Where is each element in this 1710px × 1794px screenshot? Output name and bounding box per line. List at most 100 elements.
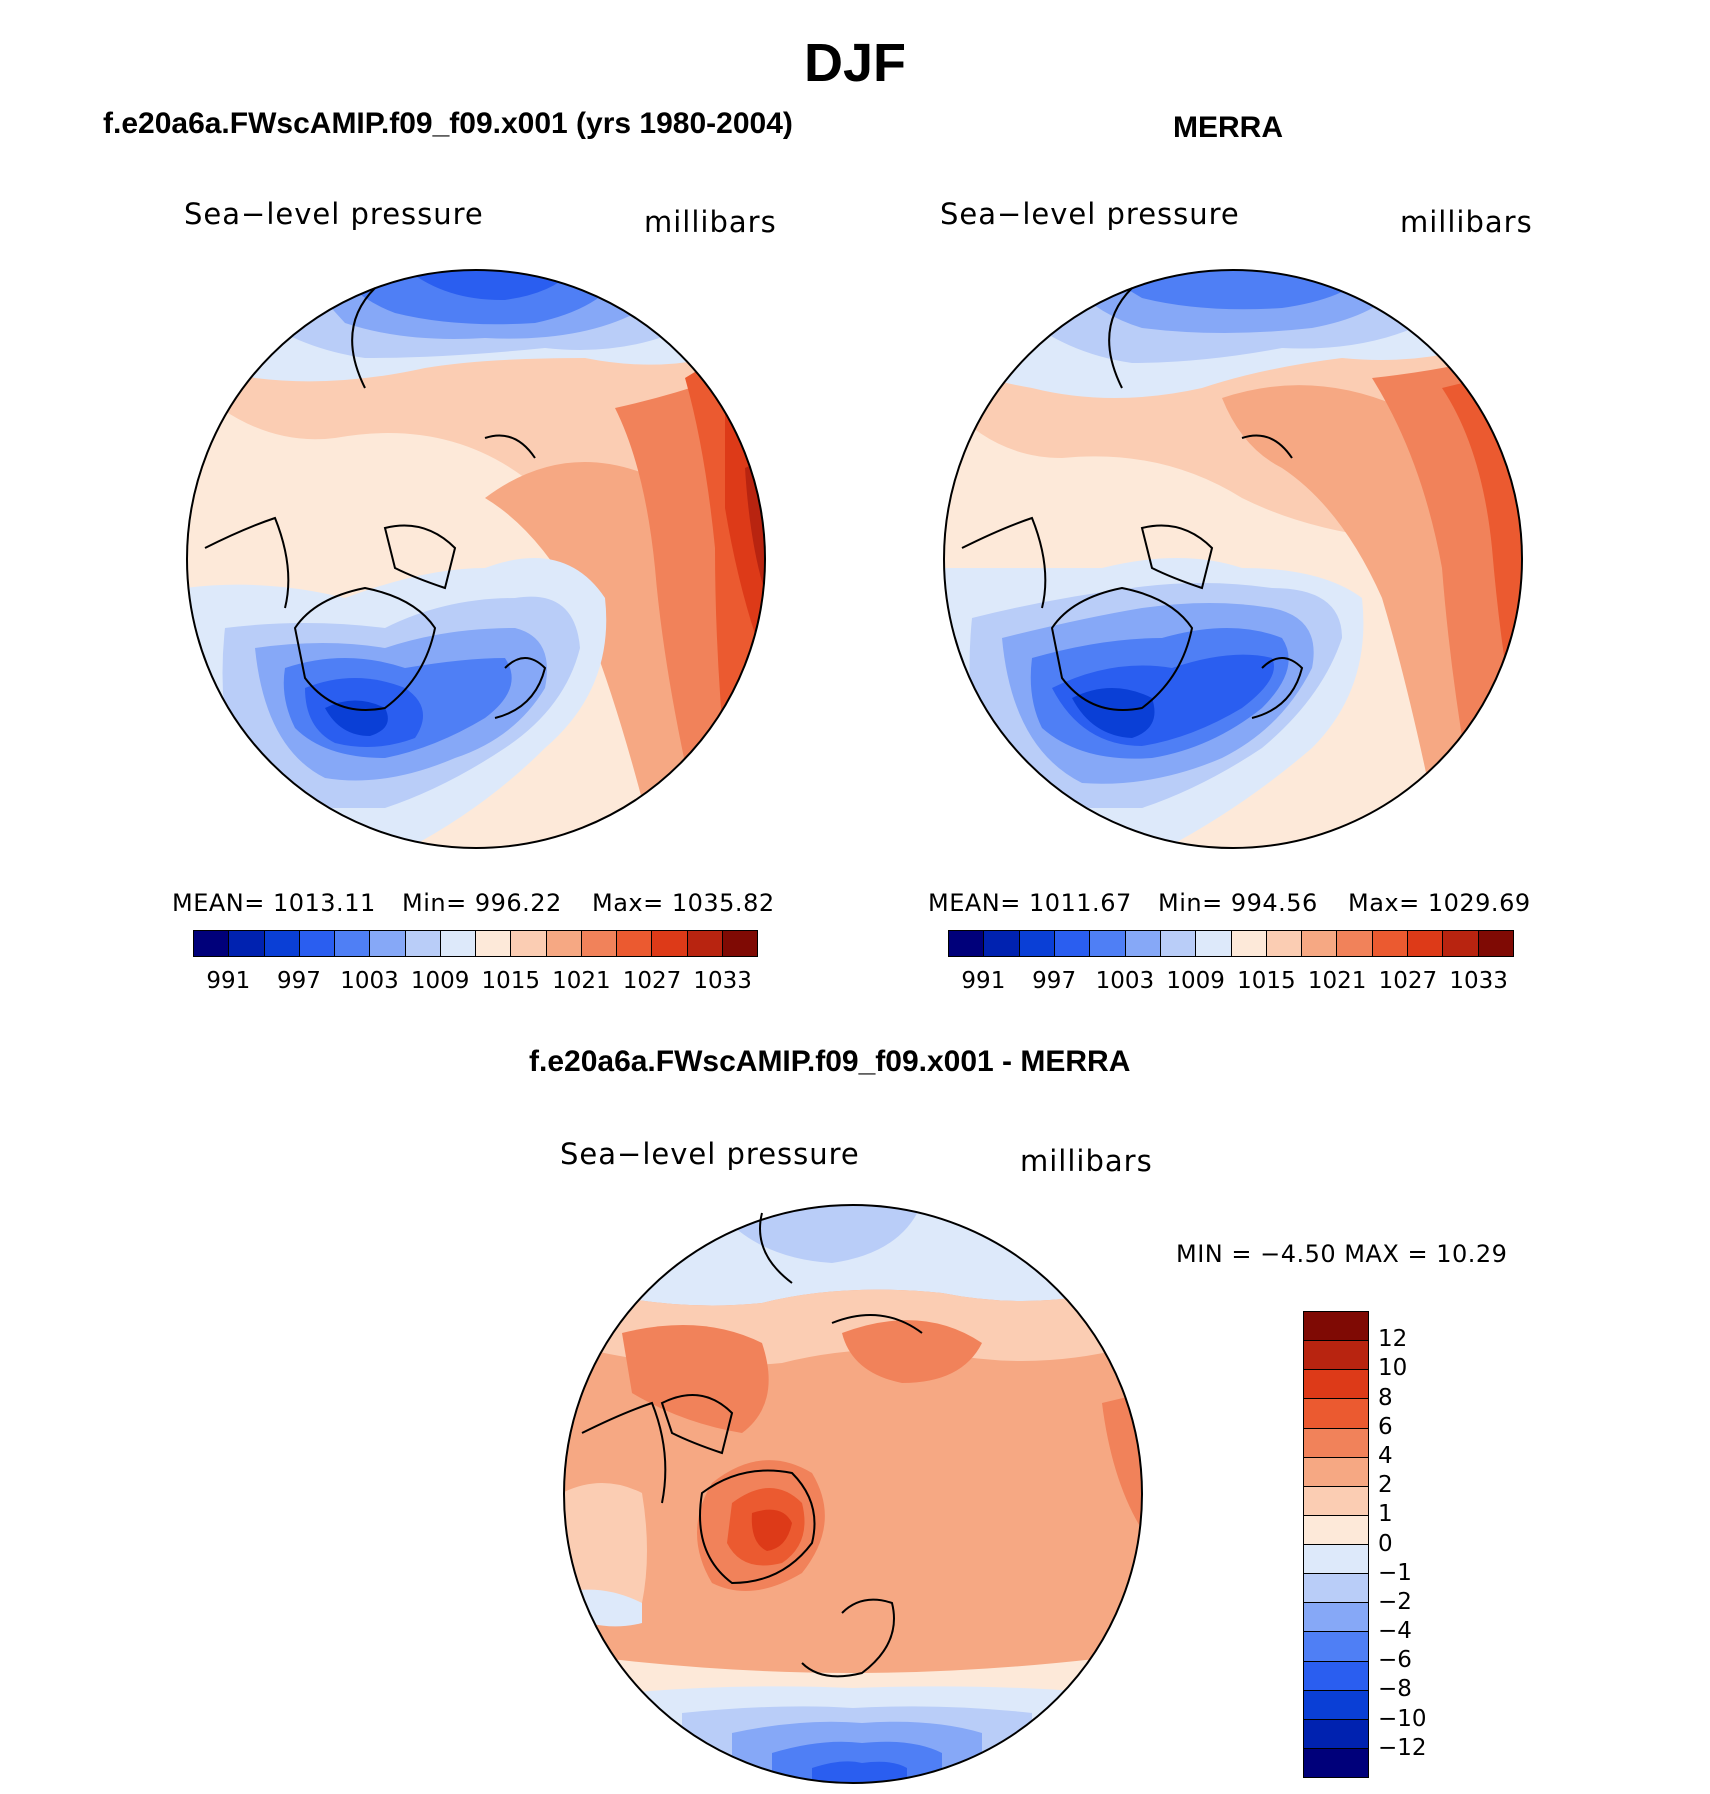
diff-colorbar-swatch (1304, 1341, 1368, 1371)
colorbar-tick-label: 997 (1032, 968, 1077, 994)
colorbar-tick-label: 4 (1378, 1442, 1393, 1469)
model-colorbar-swatch (722, 931, 757, 956)
diff-polar-map (563, 1204, 1143, 1784)
model-colorbar-swatch (476, 931, 512, 956)
model-polar-map (186, 269, 766, 849)
obs-colorbar-swatch (1054, 931, 1091, 956)
colorbar-tick-label: 1 (1378, 1501, 1393, 1528)
obs-colorbar-swatch (1443, 931, 1479, 956)
colorbar-tick-label: 1027 (1378, 968, 1438, 994)
colorbar-tick-label: −1 (1378, 1559, 1412, 1586)
colorbar-tick-label: −10 (1378, 1705, 1427, 1732)
colorbar-tick-label: 1021 (1307, 968, 1367, 994)
model-colorbar-swatch (299, 931, 335, 956)
diff-variable-label: Sea−level pressure (560, 1137, 860, 1171)
obs-colorbar-swatch (1302, 931, 1338, 956)
model-units-label: millibars (644, 205, 777, 239)
colorbar-tick-label: −12 (1378, 1734, 1427, 1761)
obs-colorbar-swatch (984, 931, 1020, 956)
colorbar-tick-label: 6 (1378, 1413, 1393, 1440)
model-colorbar-swatch (581, 931, 617, 956)
obs-polar-map (943, 269, 1523, 849)
colorbar-tick-label: 1027 (622, 968, 682, 994)
obs-colorbar-swatch (1372, 931, 1409, 956)
colorbar-tick-label: 1033 (1449, 968, 1508, 994)
colorbar-tick-label: 1021 (552, 968, 611, 994)
colorbar-tick-label: 997 (276, 968, 321, 994)
colorbar-tick-label: 10 (1378, 1355, 1408, 1382)
colorbar-tick-label: 2 (1378, 1472, 1393, 1499)
colorbar-tick-label: 0 (1378, 1530, 1393, 1557)
colorbar-tick-label: 8 (1378, 1384, 1393, 1411)
diff-colorbar-swatch (1304, 1748, 1368, 1777)
obs-units-label: millibars (1400, 205, 1533, 239)
colorbar-tick-label: 1003 (340, 968, 399, 994)
obs-variable-label: Sea−level pressure (940, 197, 1240, 231)
model-colorbar-swatch (652, 931, 688, 956)
diff-colorbar-swatch (1304, 1370, 1368, 1400)
colorbar-tick-label: −6 (1378, 1647, 1412, 1674)
model-colorbar-swatch (617, 931, 653, 956)
obs-colorbar-swatch (1160, 931, 1197, 956)
colorbar-tick-label: 1015 (481, 968, 541, 994)
obs-colorbar (948, 930, 1514, 957)
diff-colorbar-swatch (1304, 1690, 1368, 1720)
obs-panel-title: MERRA (1173, 111, 1283, 144)
colorbar-tick-label: −2 (1378, 1588, 1412, 1615)
colorbar-tick-label: 1015 (1237, 968, 1296, 994)
diff-colorbar-swatch (1304, 1486, 1368, 1516)
diff-colorbar-swatch (1304, 1515, 1368, 1545)
colorbar-tick-label: 1033 (693, 968, 752, 994)
obs-colorbar-swatch (1408, 931, 1444, 956)
model-min-stat: Min= 996.22 (402, 889, 562, 917)
model-colorbar-swatch (546, 931, 582, 956)
obs-colorbar-swatch (1337, 931, 1373, 956)
diff-colorbar-swatch (1304, 1632, 1368, 1662)
figure-title: DJF (803, 33, 906, 93)
model-variable-label: Sea−level pressure (184, 197, 484, 231)
model-colorbar-swatch (264, 931, 300, 956)
obs-colorbar-swatch (1266, 931, 1303, 956)
obs-max-stat: Max= 1029.69 (1348, 889, 1531, 917)
obs-min-stat: Min= 994.56 (1158, 889, 1318, 917)
model-colorbar-swatch (229, 931, 265, 956)
model-max-stat: Max= 1035.82 (592, 889, 775, 917)
colorbar-tick-label: 1009 (410, 968, 470, 994)
obs-mean-stat: MEAN= 1011.67 (928, 889, 1132, 917)
model-colorbar-swatch (440, 931, 476, 956)
model-colorbar-swatch (405, 931, 441, 956)
obs-colorbar-swatch (949, 931, 985, 956)
diff-colorbar-swatch (1304, 1661, 1368, 1691)
diff-colorbar-swatch (1304, 1719, 1368, 1749)
obs-colorbar-swatch (1019, 931, 1055, 956)
model-colorbar-swatch (370, 931, 406, 956)
colorbar-tick-label: 991 (961, 968, 1006, 994)
obs-colorbar-swatch (1478, 931, 1513, 956)
colorbar-tick-label: 1009 (1166, 968, 1225, 994)
obs-colorbar-swatch (1090, 931, 1126, 956)
model-mean-stat: MEAN= 1013.11 (172, 889, 376, 917)
diff-colorbar-swatch (1304, 1312, 1368, 1342)
obs-colorbar-swatch (1231, 931, 1267, 956)
colorbar-tick-label: 1003 (1095, 968, 1155, 994)
diff-colorbar-swatch (1304, 1603, 1368, 1633)
model-colorbar-swatch (511, 931, 547, 956)
colorbar-tick-label: −4 (1378, 1618, 1412, 1645)
diff-colorbar-swatch (1304, 1428, 1368, 1458)
colorbar-tick-label: 991 (206, 968, 251, 994)
model-colorbar-swatch (335, 931, 371, 956)
model-colorbar (193, 930, 758, 957)
colorbar-tick-label: 12 (1378, 1326, 1408, 1353)
diff-units-label: millibars (1020, 1144, 1153, 1178)
diff-colorbar (1303, 1311, 1369, 1778)
diff-minmax-stat: MIN = −4.50 MAX = 10.29 (1176, 1240, 1508, 1268)
diff-panel-title: f.e20a6a.FWscAMIP.f09_f09.x001 - MERRA (529, 1045, 1131, 1078)
model-panel-title: f.e20a6a.FWscAMIP.f09_f09.x001 (yrs 1980… (103, 107, 793, 140)
diff-colorbar-swatch (1304, 1545, 1368, 1575)
obs-colorbar-swatch (1196, 931, 1232, 956)
colorbar-tick-label: −8 (1378, 1676, 1412, 1703)
diff-colorbar-swatch (1304, 1457, 1368, 1487)
diff-colorbar-swatch (1304, 1574, 1368, 1604)
model-colorbar-swatch (687, 931, 723, 956)
obs-colorbar-swatch (1125, 931, 1161, 956)
